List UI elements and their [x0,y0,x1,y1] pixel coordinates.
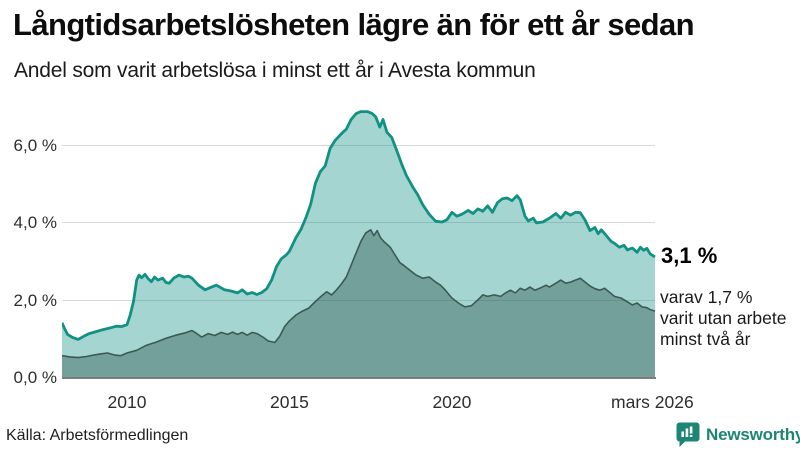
source-attribution: Källa: Arbetsförmedlingen [6,427,189,444]
x-axis-label: mars 2026 [611,392,694,412]
y-axis-label: 6,0 % [13,135,57,155]
area-chart-canvas [62,110,656,377]
line-two-years [62,229,656,359]
area-two-years [62,229,655,377]
newsworthy-chart-bubble-icon [676,422,700,448]
x-axis-line [62,377,656,379]
page-title: Långtidsarbetslösheten lägre än för ett … [13,7,695,42]
sub-series-annotation-line2: varit utan arbete [660,308,787,328]
gridline [62,144,655,146]
x-axis-label: 2020 [432,392,472,412]
brand-logo: Newsworthy [676,422,800,448]
gridline [62,299,655,301]
y-axis-label: 4,0 % [13,213,57,233]
y-axis-label: 2,0 % [13,290,57,310]
sub-series-annotation: varav 1,7 % varit utan arbete minst två … [660,287,786,350]
chart-subtitle: Andel som varit arbetslösa i minst ett å… [14,59,536,82]
chart-plot-region: 0,0 % 2,0 % 4,0 % 6,0 % 2010 2015 2020 mars 202… [0,95,800,415]
line-total-long-term [62,110,656,341]
gridline [62,222,655,224]
y-axis-label: 0,0 % [13,368,57,387]
end-value-label: 3,1 % [661,243,718,268]
area-total-long-term [62,111,655,377]
x-axis-label: 2015 [269,392,309,412]
sub-series-annotation-line3: minst två år [660,329,751,349]
x-axis-label: 2010 [107,392,147,412]
brand-name: Newsworthy [706,425,800,444]
sub-series-annotation-line1: varav 1,7 % [660,287,753,307]
